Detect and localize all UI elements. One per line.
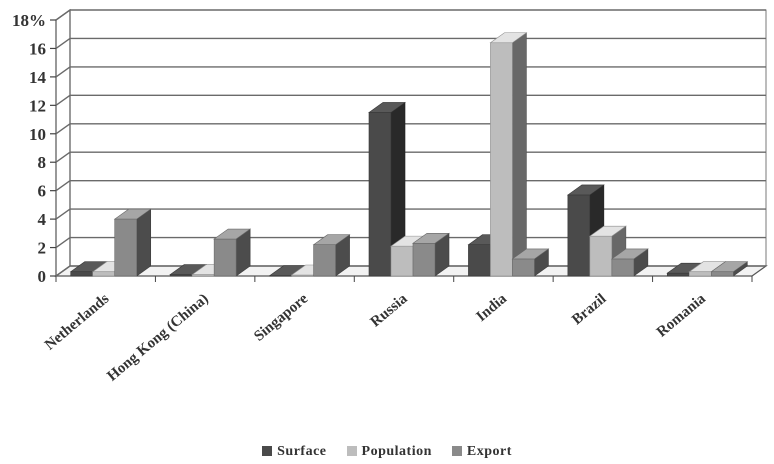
- legend-item-export: Export: [451, 444, 512, 460]
- y-tick-label: 10: [29, 125, 46, 144]
- gridline: [55, 236, 766, 249]
- gridline: [55, 123, 766, 135]
- x-tick-label: Netherlands: [42, 291, 112, 354]
- bar-export: [312, 234, 351, 277]
- gridlines: [55, 9, 766, 277]
- x-tick-label: Singapore: [251, 291, 311, 345]
- y-axis-ticks: 0 2 4 6 8 10 12 14 16 18%: [12, 11, 56, 286]
- bar-export: [412, 232, 450, 277]
- y-tick-label: 12: [29, 96, 46, 115]
- back-wall: [69, 9, 767, 267]
- bars: [69, 32, 749, 277]
- x-tick-label: Brazil: [569, 291, 609, 328]
- y-tick-label: 4: [38, 210, 47, 229]
- x-tick-label: Hong Kong (China): [104, 291, 211, 385]
- bar-population: [489, 32, 528, 277]
- gridline: [55, 151, 766, 163]
- y-tick-label: 14: [29, 68, 47, 87]
- legend-swatch: [262, 446, 273, 456]
- y-tick-label: 18%: [12, 11, 46, 30]
- legend-item-population: Population: [346, 444, 432, 460]
- bar-export: [213, 228, 252, 277]
- y-tick-label: 8: [38, 153, 47, 172]
- gridline: [55, 37, 766, 50]
- legend: Surface Population Export: [0, 444, 774, 460]
- legend-label: Export: [466, 444, 512, 459]
- y-tick-label: 16: [29, 39, 46, 58]
- bar-export: [610, 248, 649, 277]
- x-tick-label: India: [474, 290, 511, 325]
- gridline: [55, 66, 766, 78]
- bar-export: [710, 261, 749, 277]
- gridline: [55, 208, 766, 220]
- gridline: [55, 94, 766, 106]
- legend-item-surface: Surface: [262, 444, 326, 460]
- side-wall: [55, 8, 71, 278]
- y-tick-label: 6: [38, 182, 47, 201]
- legend-swatch: [451, 446, 462, 456]
- legend-swatch: [346, 446, 357, 456]
- bar-surface: [368, 101, 406, 277]
- bar-export: [511, 248, 550, 277]
- x-tick-label: Russia: [368, 290, 411, 330]
- y-tick-label: 0: [38, 267, 47, 286]
- y-tick-label: 2: [38, 239, 47, 258]
- bar-export: [113, 208, 152, 277]
- legend-label: Population: [361, 444, 432, 459]
- x-tick-label: Romania: [654, 290, 709, 340]
- legend-label: Surface: [277, 444, 327, 459]
- gridline: [55, 9, 766, 21]
- gridline: [55, 179, 766, 192]
